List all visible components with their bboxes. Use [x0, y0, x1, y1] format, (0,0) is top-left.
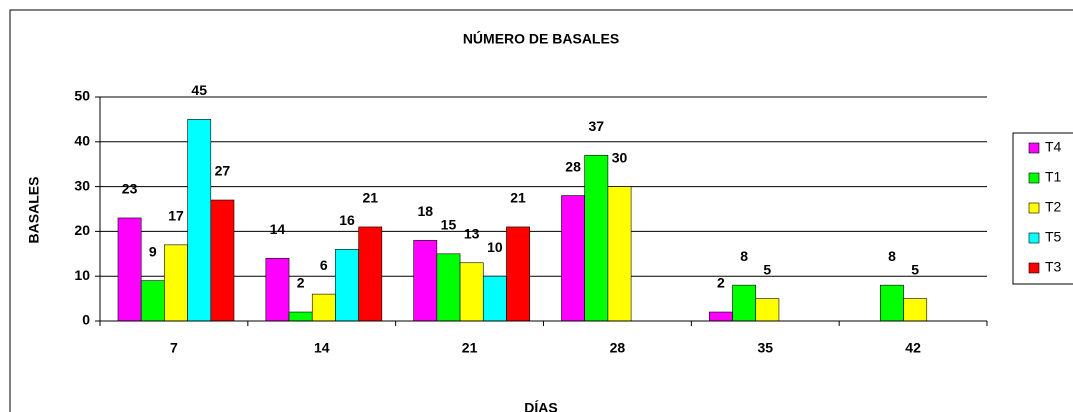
x-tick-label: 7 — [170, 340, 178, 356]
data-label: 8 — [740, 248, 748, 264]
y-tick-label: 10 — [74, 267, 90, 283]
legend-label: T4 — [1045, 139, 1062, 155]
data-label: 6 — [320, 257, 328, 273]
bar — [903, 298, 928, 322]
data-label: 9 — [149, 243, 157, 259]
bar — [482, 275, 507, 322]
legend-swatch — [1028, 142, 1040, 154]
bar — [459, 262, 484, 322]
data-label: 27 — [215, 163, 231, 179]
data-label: 21 — [510, 190, 526, 206]
data-label: 14 — [270, 221, 286, 237]
data-label: 5 — [911, 261, 919, 277]
bar — [140, 280, 165, 322]
bar — [311, 293, 336, 322]
data-label: 2 — [717, 275, 725, 291]
data-label: 13 — [464, 225, 480, 241]
legend-swatch — [1028, 232, 1040, 244]
y-tick-label: 40 — [74, 133, 90, 149]
legend-swatch — [1028, 262, 1040, 274]
data-label: 16 — [339, 212, 355, 228]
legend-label: T1 — [1045, 169, 1062, 185]
legend-label: T5 — [1045, 229, 1062, 245]
y-tick-label: 30 — [74, 177, 90, 193]
bar — [164, 244, 188, 322]
y-axis-label: BASALES — [26, 177, 42, 244]
bar — [732, 284, 757, 322]
bar — [358, 226, 383, 322]
data-label: 5 — [763, 261, 771, 277]
x-tick-label: 14 — [314, 340, 330, 356]
data-label: 15 — [441, 217, 457, 233]
x-tick-label: 28 — [610, 340, 626, 356]
bar — [561, 195, 586, 322]
data-label: 30 — [612, 149, 628, 165]
bar — [117, 217, 142, 322]
data-label: 45 — [191, 82, 207, 98]
x-tick-label: 35 — [757, 340, 773, 356]
data-label: 28 — [565, 158, 581, 174]
data-label: 37 — [589, 118, 605, 134]
data-label: 10 — [487, 239, 503, 255]
legend-label: T3 — [1045, 259, 1062, 275]
bar — [506, 226, 530, 322]
x-axis-label: DÍAS — [524, 400, 557, 412]
bar — [187, 119, 212, 322]
bar — [265, 257, 290, 322]
data-label: 18 — [417, 203, 433, 219]
bar — [210, 199, 235, 322]
x-tick-label: 42 — [905, 340, 921, 356]
legend-label: T2 — [1045, 199, 1062, 215]
x-tick-label: 21 — [462, 340, 478, 356]
bar — [436, 253, 461, 322]
y-tick-label: 50 — [74, 88, 90, 104]
data-label: 2 — [297, 275, 305, 291]
bar — [413, 240, 438, 322]
legend-swatch — [1028, 202, 1040, 214]
bar — [709, 311, 733, 322]
bar — [755, 298, 780, 322]
legend-swatch — [1028, 172, 1040, 184]
bar — [880, 284, 904, 322]
y-tick-label: 20 — [74, 222, 90, 238]
bar — [607, 186, 632, 322]
y-tick-label: 0 — [82, 312, 90, 328]
data-label: 23 — [122, 181, 138, 197]
data-label: 8 — [888, 248, 896, 264]
data-label: 17 — [168, 208, 184, 224]
chart-title: NÚMERO DE BASALES — [463, 30, 619, 47]
data-label: 21 — [362, 190, 378, 206]
bar — [288, 311, 313, 322]
legend-box — [1012, 132, 1073, 285]
bar — [335, 249, 359, 322]
chart-frame — [9, 9, 1073, 412]
bar — [584, 154, 609, 322]
